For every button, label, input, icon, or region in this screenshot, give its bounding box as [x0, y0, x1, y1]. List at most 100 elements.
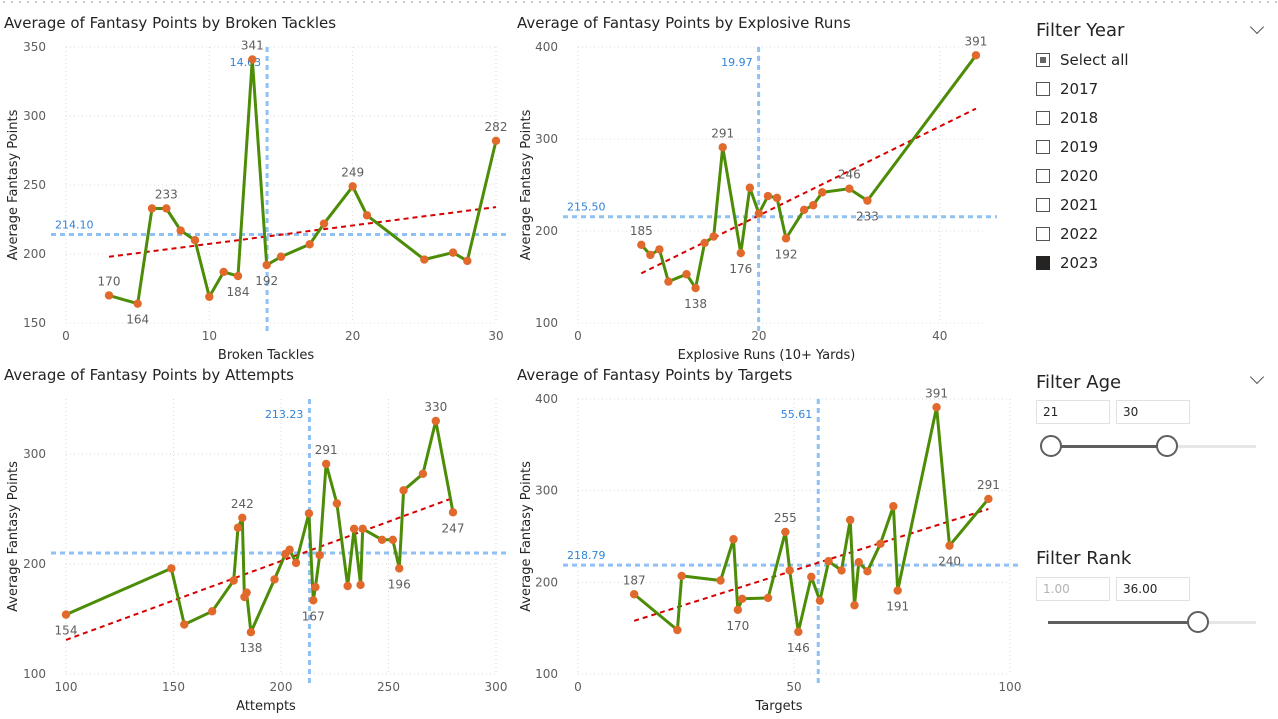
- data-point: [745, 183, 755, 192]
- checkbox[interactable]: [1036, 198, 1050, 212]
- data-point: [418, 469, 428, 478]
- data-point: [655, 245, 664, 254]
- filter-rank-slicer[interactable]: Filter Rank 1.00 36.00: [1036, 548, 1268, 648]
- year-option[interactable]: Select all: [1036, 50, 1129, 70]
- year-option[interactable]: 2017: [1036, 79, 1098, 99]
- trend-line: [640, 107, 977, 275]
- data-label: 255: [774, 511, 797, 525]
- data-label: 196: [388, 577, 411, 591]
- age-max-input[interactable]: 30: [1116, 400, 1190, 424]
- year-option-label: 2021: [1060, 196, 1099, 214]
- data-label: 242: [231, 497, 254, 511]
- chart-targets: 100 200 300 400 0 50 100 Targets Average Fantasy…: [519, 386, 1022, 714]
- chart-panel-targets[interactable]: Average of Fantasy Points by Targets 100…: [513, 352, 1028, 715]
- data-point: [646, 250, 655, 260]
- year-option[interactable]: 2020: [1036, 166, 1098, 186]
- checkbox[interactable]: [1036, 111, 1050, 125]
- filter-age-title: Filter Age: [1036, 372, 1122, 393]
- age-min-input[interactable]: 21: [1036, 400, 1110, 424]
- data-point: [399, 486, 408, 495]
- checkbox[interactable]: [1036, 169, 1050, 183]
- data-label: 330: [424, 400, 447, 414]
- age-slider-range: [1051, 445, 1167, 448]
- data-point: [238, 513, 247, 522]
- data-point: [729, 535, 738, 544]
- y-tick-label: 250: [23, 178, 46, 192]
- year-option[interactable]: 2022: [1036, 224, 1098, 244]
- rank-slider-handle[interactable]: [1187, 611, 1209, 633]
- data-point: [664, 277, 673, 286]
- checkbox[interactable]: [1036, 256, 1050, 270]
- data-point: [781, 234, 791, 243]
- chart-title: Average of Fantasy Points by Targets: [517, 366, 793, 384]
- data-label: 240: [938, 555, 961, 569]
- data-point: [637, 240, 646, 249]
- rank-min-input[interactable]: 1.00: [1036, 577, 1110, 601]
- checkbox[interactable]: [1036, 227, 1050, 241]
- y-tick-label: 300: [23, 447, 46, 461]
- year-option[interactable]: 2019: [1036, 137, 1098, 157]
- data-label: 138: [239, 641, 262, 655]
- data-point: [448, 248, 458, 257]
- x-tick-label: 200: [270, 680, 293, 694]
- age-slider-min-handle[interactable]: [1040, 435, 1062, 457]
- data-point: [718, 143, 727, 152]
- data-point: [845, 184, 854, 193]
- data-point: [876, 539, 885, 549]
- data-point: [233, 271, 243, 281]
- x-tick-label: 10: [202, 329, 217, 343]
- x-tick-label: 40: [932, 329, 947, 343]
- series-line: [640, 54, 978, 290]
- data-label: 167: [302, 609, 325, 623]
- data-label: 391: [925, 386, 948, 400]
- year-option-label: 2020: [1060, 167, 1099, 185]
- data-point: [133, 299, 142, 308]
- data-point: [807, 572, 816, 582]
- y-tick-label: 100: [535, 667, 558, 681]
- data-point: [772, 193, 782, 203]
- checkbox[interactable]: [1036, 53, 1050, 67]
- data-point: [388, 535, 397, 544]
- x-tick-label: 0: [62, 329, 70, 343]
- data-point: [673, 625, 682, 635]
- rank-max-input[interactable]: 36.00: [1116, 577, 1190, 601]
- data-point: [736, 248, 745, 258]
- year-option[interactable]: 2023: [1036, 253, 1098, 273]
- age-slider-max-handle[interactable]: [1156, 435, 1178, 457]
- data-point: [682, 270, 691, 279]
- year-option[interactable]: 2021: [1036, 195, 1098, 215]
- chart-broken-tackles: 150 200 250 300 350 0 10 20 30 Broken Tackles Aver…: [6, 38, 508, 363]
- chart-panel-attempts[interactable]: Average of Fantasy Points by Attempts 10…: [0, 352, 510, 715]
- filter-age-slicer[interactable]: Filter Age 21 30: [1036, 369, 1268, 472]
- data-label: 246: [838, 168, 861, 182]
- y-tick-label: 200: [23, 247, 46, 261]
- data-point: [358, 524, 367, 533]
- checkbox[interactable]: [1036, 140, 1050, 154]
- checkbox[interactable]: [1036, 82, 1050, 96]
- data-point: [285, 545, 294, 554]
- data-point: [311, 582, 320, 592]
- data-point: [984, 494, 993, 504]
- year-option[interactable]: 2018: [1036, 108, 1098, 128]
- x-tick-label: 50: [786, 680, 801, 694]
- y-tick-label: 400: [535, 392, 558, 406]
- year-option-label: 2019: [1060, 138, 1099, 156]
- chart-panel-explosive-runs[interactable]: Average of Fantasy Points by Explosive R…: [513, 0, 1028, 363]
- data-label: 247: [442, 521, 465, 535]
- data-point: [629, 590, 639, 599]
- year-option-label: 2018: [1060, 109, 1099, 127]
- year-option-label: 2023: [1060, 254, 1099, 272]
- data-point: [794, 627, 803, 637]
- data-label: 192: [775, 247, 798, 261]
- chart-explosive-runs: 100 200 300 400 0 20 40 Explosive Runs (10+ Yar…: [519, 34, 997, 363]
- data-point: [167, 564, 176, 573]
- data-point: [420, 255, 429, 264]
- data-point: [104, 291, 114, 300]
- average-x-label: 19.97: [721, 56, 753, 69]
- filter-year-slicer[interactable]: Filter Year Select all 2017 2018 2019 2020 20…: [1036, 19, 1268, 290]
- year-option-label: 2017: [1060, 80, 1099, 98]
- y-tick-label: 200: [535, 224, 558, 238]
- data-label: 291: [977, 478, 1000, 492]
- x-tick-label: 250: [377, 680, 400, 694]
- chart-panel-broken-tackles[interactable]: Average of Fantasy Points by Broken Tack…: [0, 0, 510, 363]
